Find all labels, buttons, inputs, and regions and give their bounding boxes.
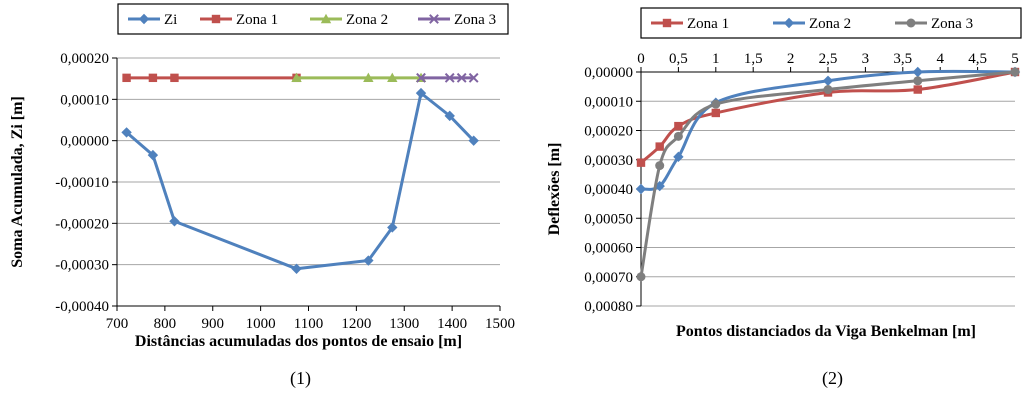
point-zona-3-4	[823, 85, 833, 95]
y-tick-label-0: 0,00020	[60, 51, 109, 67]
x-tick-label-9: 4,5	[968, 51, 987, 67]
y-tick-label-1: 0,00010	[60, 92, 109, 108]
point-zi-4	[363, 255, 374, 266]
y-tick-label-4: 0,00040	[584, 182, 633, 198]
legend-box	[640, 7, 1022, 39]
point-zona-1-5	[913, 85, 922, 94]
y-tick-label-7: 0,00070	[584, 270, 633, 286]
y-tick-label-6: -0,00040	[55, 299, 109, 315]
x-axis-label: Distâncias acumuladas dos pontos de ensa…	[135, 333, 462, 350]
x-tick-label-2: 900	[202, 316, 225, 332]
legend-label-0: Zi	[164, 12, 177, 28]
x-tick-label-7: 1400	[437, 316, 467, 332]
point-zona-1-0	[122, 73, 131, 83]
x-tick-label-1: 0,5	[669, 51, 688, 67]
point-zona-3-0	[416, 72, 426, 83]
legend-label-1: Zona 1	[236, 12, 278, 28]
series-line-zi	[125, 91, 475, 271]
point-zona-3-1	[655, 161, 665, 171]
y-tick-label-6: 0,00060	[584, 241, 633, 257]
point-zona-1-3	[711, 108, 720, 118]
point-zona-1-1	[655, 142, 664, 151]
legend-marker-1	[783, 17, 795, 29]
y-tick-label-5: 0,00050	[584, 211, 633, 227]
x-tick-label-7: 3,5	[893, 51, 912, 67]
x-tick-label-3: 1000	[246, 316, 276, 332]
legend-label-0: Zona 1	[687, 16, 729, 32]
x-tick-label-3: 1,5	[744, 51, 763, 67]
x-tick-label-8: 1500	[485, 316, 515, 332]
legend-marker-0	[662, 18, 672, 28]
legend-marker-0	[138, 13, 150, 25]
point-zona-2-4	[822, 75, 834, 86]
point-zona-2-0	[291, 72, 302, 83]
point-zi-2	[169, 216, 180, 227]
y-tick-label-4: -0,00020	[55, 216, 109, 232]
y-axis-label: Deflexões [m]	[546, 143, 563, 236]
x-axis-label: Pontos distanciados da Viga Benkelman [m…	[676, 323, 976, 340]
point-zi-1	[147, 149, 159, 161]
legend-label-3: Zona 3	[454, 12, 496, 28]
point-zona-3-1	[444, 72, 455, 83]
point-zona-3-0	[636, 272, 646, 282]
point-zi-0	[121, 127, 132, 138]
point-zi-5	[387, 222, 398, 233]
x-tick-label-1: 800	[154, 316, 177, 332]
x-tick-label-0: 0	[637, 51, 645, 67]
point-zona-3-5	[913, 76, 923, 86]
legend-marker-1	[211, 14, 221, 24]
y-tick-label-8: 0,00080	[584, 299, 633, 315]
point-zona-2-2	[673, 151, 684, 163]
legend-marker-3	[429, 14, 439, 24]
point-zona-3-3	[711, 99, 721, 109]
x-tick-label-6: 3	[862, 51, 870, 67]
legend-label-2: Zona 2	[346, 12, 388, 28]
series-line-zona-3	[639, 70, 1016, 277]
figure-label-1: (1)	[290, 368, 311, 388]
point-zona-3-3	[468, 72, 479, 83]
y-tick-label-2: 0,00000	[60, 134, 109, 150]
x-tick-label-2: 1	[712, 51, 720, 67]
point-zona-2-2	[387, 72, 398, 83]
x-tick-label-4: 2	[787, 51, 795, 67]
point-zona-1-2	[170, 73, 179, 83]
y-tick-label-0: 0,00000	[584, 65, 633, 81]
y-tick-label-1: 0,00010	[584, 94, 633, 110]
x-tick-label-4: 1100	[294, 316, 323, 332]
point-zona-1-1	[148, 73, 158, 83]
legend-label-1: Zona 2	[809, 16, 851, 32]
point-zona-2-5	[912, 66, 923, 78]
point-zi-7	[444, 110, 455, 122]
legend-marker-2	[320, 13, 332, 24]
y-tick-label-3: -0,00010	[55, 175, 109, 191]
y-axis-label: Soma Acumulada, Zi [m]	[9, 96, 26, 268]
legend-label-2: Zona 3	[931, 16, 973, 32]
point-zi-3	[291, 263, 302, 274]
point-zona-1-0	[636, 158, 646, 167]
point-zona-1-2	[674, 121, 683, 131]
point-zi-6	[415, 87, 427, 99]
chart-cumulative-sum: 0,00020 0,00010 0,00000 -0,00010 -0,00020 -0,…	[9, 3, 515, 350]
x-tick-label-10: 5	[1011, 51, 1019, 67]
point-zona-3-6	[1010, 67, 1020, 77]
chart-deflections: 0,00000 0,00010 0,00020 0,00030 0,00040 0,000…	[546, 7, 1022, 340]
y-tick-label-5: -0,00030	[55, 258, 109, 274]
y-tick-label-3: 0,00030	[584, 153, 633, 169]
x-tick-label-6: 1300	[389, 316, 419, 332]
x-tick-label-5: 1200	[341, 316, 371, 332]
point-zona-3-2	[456, 72, 467, 83]
point-zona-2-1	[363, 72, 374, 83]
figure-label-2: (2)	[822, 368, 843, 388]
x-tick-label-8: 4	[936, 51, 944, 67]
point-zona-3-2	[673, 131, 683, 141]
y-tick-label-2: 0,00020	[584, 124, 633, 140]
legend-marker-2	[906, 18, 916, 28]
point-zona-2-0	[635, 183, 647, 195]
x-tick-label-0: 700	[106, 316, 129, 332]
x-tick-label-5: 2,5	[819, 51, 838, 67]
point-zi-8	[468, 135, 479, 146]
